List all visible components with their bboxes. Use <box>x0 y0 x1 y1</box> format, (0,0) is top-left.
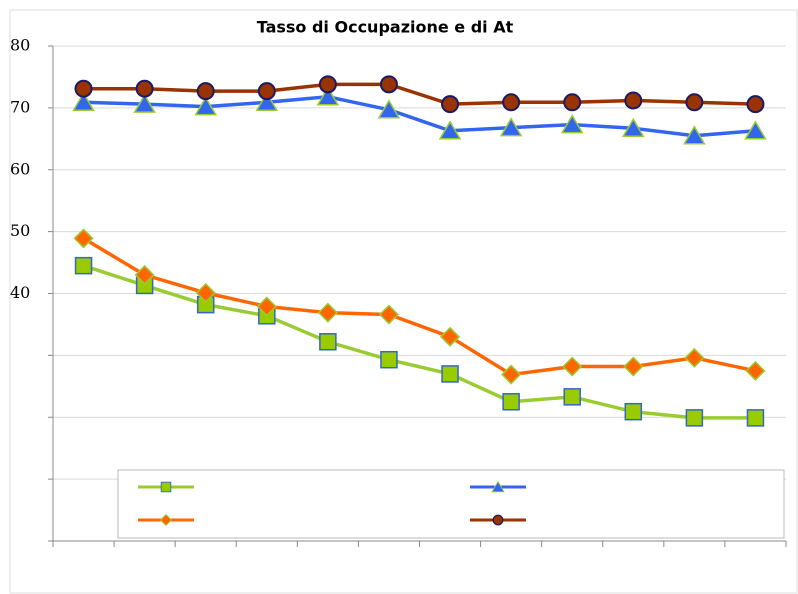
legend-marker <box>492 514 504 526</box>
marker <box>255 91 279 112</box>
series-line <box>83 94 756 138</box>
y-tick-label: 50 <box>10 221 30 240</box>
marker <box>744 120 767 140</box>
marker <box>560 114 584 134</box>
legend <box>117 469 785 539</box>
marker <box>621 117 645 138</box>
marker <box>195 282 216 303</box>
marker <box>683 125 706 145</box>
marker <box>562 356 583 377</box>
marker <box>135 79 154 98</box>
marker <box>380 350 398 369</box>
series-line <box>82 236 756 377</box>
legend-marker <box>491 480 505 493</box>
marker <box>563 388 581 406</box>
marker <box>684 347 705 368</box>
marker <box>377 99 401 119</box>
marker <box>134 264 155 285</box>
chart-title: Tasso di Occupazione e di At <box>257 18 514 37</box>
marker <box>319 333 337 351</box>
marker <box>745 360 766 381</box>
marker <box>441 365 459 383</box>
marker <box>257 82 276 101</box>
marker <box>501 364 522 385</box>
legend-marker <box>160 481 172 493</box>
y-tick-label: 80 <box>10 36 30 55</box>
marker <box>623 356 644 377</box>
marker <box>318 75 337 94</box>
marker <box>685 93 704 112</box>
marker <box>438 120 462 140</box>
marker <box>624 402 643 421</box>
marker <box>563 93 582 112</box>
y-tick-label: 70 <box>10 97 30 116</box>
marker <box>316 86 340 106</box>
marker <box>499 117 523 137</box>
marker <box>378 304 400 325</box>
marker <box>317 302 338 323</box>
marker <box>133 93 156 113</box>
series-line <box>83 263 756 420</box>
marker <box>746 409 765 427</box>
marker <box>441 95 460 114</box>
marker <box>73 228 94 249</box>
marker <box>439 326 461 347</box>
marker <box>194 96 218 116</box>
marker <box>196 82 215 101</box>
series-line <box>83 82 756 106</box>
marker <box>74 256 93 275</box>
marker <box>624 91 643 110</box>
y-tick-label: 60 <box>10 159 30 178</box>
marker <box>746 95 765 114</box>
marker <box>74 79 93 98</box>
marker <box>72 91 95 112</box>
marker <box>256 296 277 317</box>
marker <box>502 393 520 411</box>
legend-marker <box>159 513 173 527</box>
marker <box>379 75 398 94</box>
marker <box>502 93 521 112</box>
y-tick-label: 40 <box>10 283 30 302</box>
marker <box>685 409 704 427</box>
